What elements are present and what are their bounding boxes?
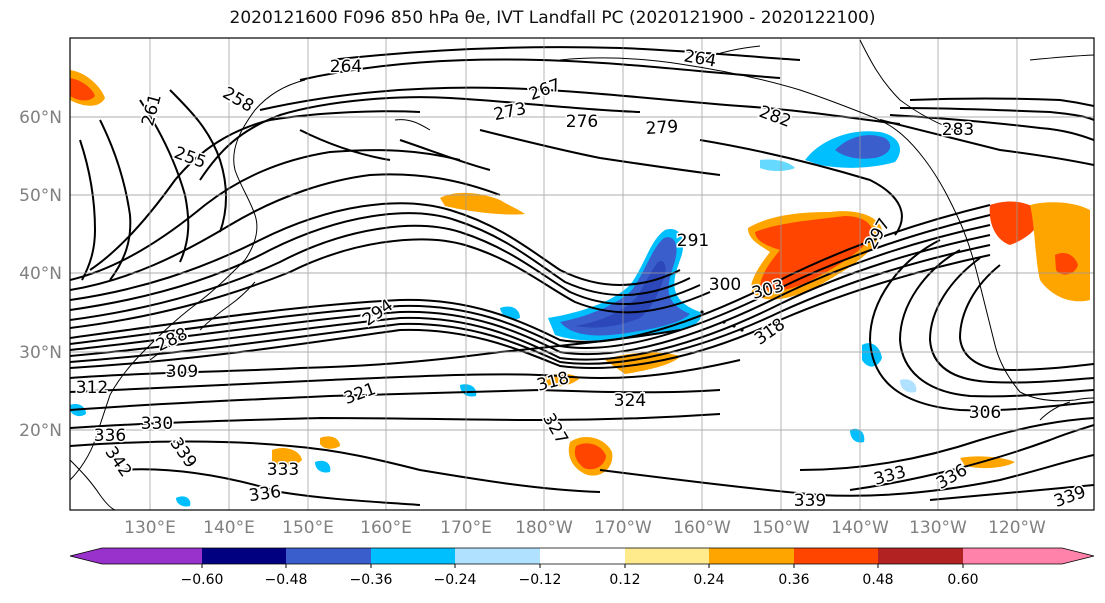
- contour-label: 339: [794, 491, 826, 511]
- graticule: [70, 38, 1094, 510]
- contour-label: 309: [166, 362, 198, 382]
- lon-label: 170°E: [440, 518, 492, 538]
- lon-label: 140°E: [203, 518, 255, 538]
- colorbar: [69, 547, 1095, 565]
- colorbar-segment: [202, 548, 287, 564]
- lat-label: 60°N: [19, 108, 62, 128]
- colorbar-segment: [455, 548, 541, 564]
- contour-label: 336: [248, 482, 283, 506]
- colorbar-segment: [963, 548, 1063, 564]
- lon-label: 130°E: [124, 518, 176, 538]
- colorbar-segment: [102, 548, 203, 564]
- theta-e-contours: [70, 46, 1094, 506]
- colorbar-extend-low: [70, 548, 102, 564]
- colorbar-segment: [286, 548, 372, 564]
- lon-label: 150°E: [282, 518, 334, 538]
- ivt-shading: [70, 70, 1090, 507]
- colorbar-segment: [371, 548, 456, 564]
- lat-label: 30°N: [19, 343, 62, 363]
- contour-label: 264: [330, 57, 362, 77]
- positive-anomaly-coast: [989, 201, 1041, 245]
- lon-label: 160°W: [673, 518, 731, 538]
- contour-label: 333: [267, 460, 299, 480]
- colorbar-tick-label: −0.24: [434, 572, 477, 588]
- lat-label: 20°N: [19, 421, 62, 441]
- contour-label: 306: [969, 403, 1001, 423]
- colorbar-outline: [69, 547, 1095, 565]
- lon-axis: 130°E 140°E 150°E 160°E 170°E 180°W 170°…: [124, 518, 1046, 538]
- contour-label: 291: [677, 231, 709, 251]
- colorbar-segment: [709, 548, 795, 564]
- colorbar-segment: [625, 548, 710, 564]
- lon-label: 130°W: [909, 518, 967, 538]
- lon-label: 170°W: [594, 518, 652, 538]
- coastlines: [70, 39, 1094, 510]
- lon-label: 180°W: [515, 518, 573, 538]
- lon-label: 120°W: [988, 518, 1046, 538]
- contour-label: 283: [942, 120, 974, 140]
- contour-label: 276: [566, 112, 598, 132]
- lat-axis: 60°N 50°N 40°N 30°N 20°N: [19, 108, 62, 441]
- lat-label: 50°N: [19, 186, 62, 206]
- lon-label: 160°E: [360, 518, 412, 538]
- lon-label: 150°W: [752, 518, 810, 538]
- lon-label: 140°W: [831, 518, 889, 538]
- colorbar-tick-label: 0.36: [778, 572, 809, 588]
- colorbar-tick-label: −0.48: [265, 572, 308, 588]
- plot-frame: [69, 37, 1095, 511]
- colorbar-tick-label: 0.60: [947, 572, 978, 588]
- contour-label: 300: [709, 275, 741, 295]
- contour-label: 336: [94, 426, 126, 446]
- contour-label: 279: [645, 117, 679, 139]
- colorbar-tick-label: −0.12: [519, 572, 562, 588]
- colorbar-tick-label: 0.24: [693, 572, 724, 588]
- colorbar-tick-label: 0.48: [862, 572, 893, 588]
- contour-label: 312: [76, 378, 108, 398]
- colorbar-tick-label: 0.12: [609, 572, 640, 588]
- colorbar-tick-label: −0.60: [181, 572, 224, 588]
- colorbar-ticks: −0.60 −0.48 −0.36 −0.24 −0.12 0.12 0.24 0.36 0.4…: [181, 564, 979, 588]
- contour-label: 330: [141, 414, 173, 434]
- map-title: 2020121600 F096 850 hPa θe, IVT Landfall…: [229, 8, 876, 28]
- colorbar-segment: [878, 548, 964, 564]
- colorbar-segment: [540, 548, 626, 564]
- colorbar-extend-high: [1062, 548, 1094, 564]
- contour-label: 324: [614, 391, 646, 411]
- colorbar-segment: [794, 548, 879, 564]
- lat-label: 40°N: [19, 264, 62, 284]
- colorbar-tick-label: −0.36: [350, 572, 393, 588]
